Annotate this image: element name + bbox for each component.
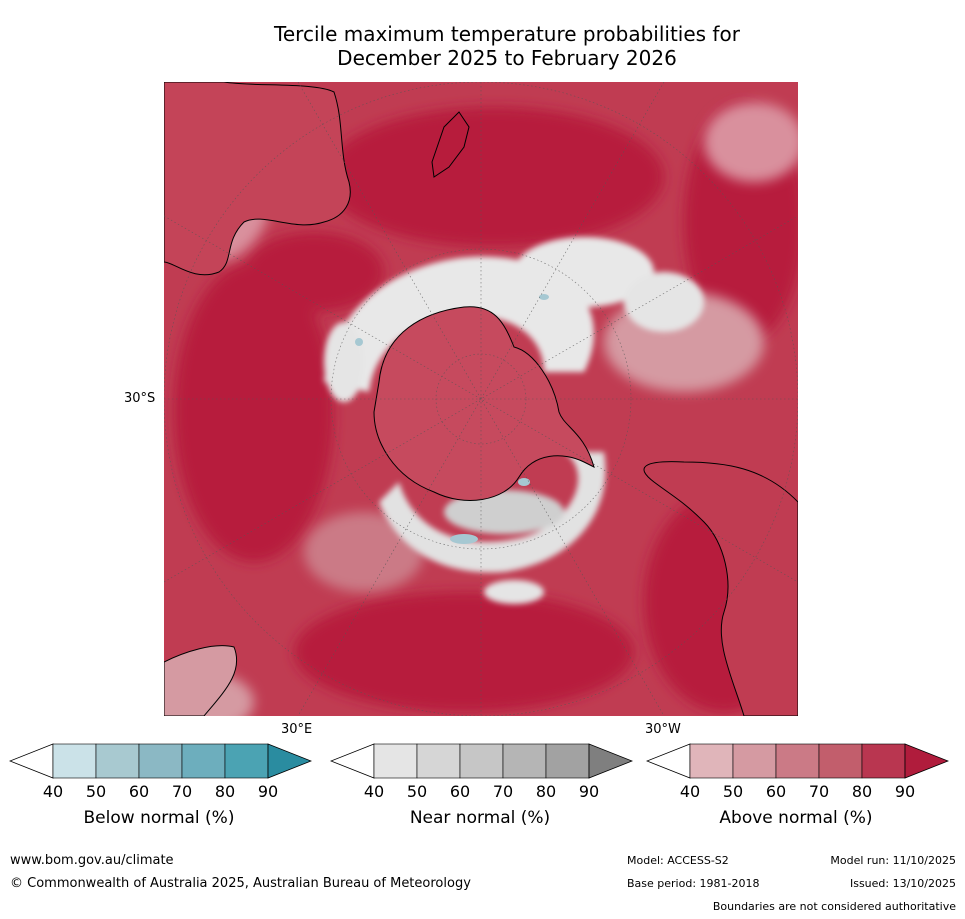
boundaries-disclaimer: Boundaries are not considered authoritat… (712, 900, 956, 913)
colorbar-tick-label: 70 (492, 782, 514, 801)
website-link[interactable]: www.bom.gov.au/climate (10, 853, 174, 868)
title-line-1: Tercile maximum temperature probabilitie… (274, 22, 740, 46)
colorbar-tick-label: 50 (722, 782, 744, 801)
colorbar-tick-label: 90 (894, 782, 916, 801)
colorbar-label-below: Below normal (%) (83, 808, 235, 828)
colorbar-segment (181, 743, 226, 779)
colorbar-tick-label: 80 (851, 782, 873, 801)
colorbar-segment (52, 743, 97, 779)
colorbar-above-normal (646, 743, 949, 779)
map-title: Tercile maximum temperature probabilitie… (160, 22, 854, 70)
colorbar-below-normal (9, 743, 312, 779)
colorbar-high-extend (588, 743, 633, 779)
colorbar-segment (416, 743, 461, 779)
colorbar-segment (545, 743, 590, 779)
copyright-text: © Commonwealth of Australia 2025, Austra… (10, 876, 471, 891)
colorbar-segment (373, 743, 418, 779)
africa (164, 645, 238, 716)
colorbar-low-extend (646, 743, 691, 779)
lon-label-30w: 30°W (645, 722, 681, 737)
issued-date: Issued: 13/10/2025 (849, 877, 956, 890)
title-line-2: December 2025 to February 2026 (337, 46, 677, 70)
colorbar-tick-label: 40 (679, 782, 701, 801)
colorbar-high-extend (904, 743, 949, 779)
colorbar-tick-label: 90 (257, 782, 279, 801)
colorbar-segment (732, 743, 777, 779)
colorbar-segment (689, 743, 734, 779)
graticule (164, 82, 798, 716)
near-normal-ring (324, 237, 704, 604)
colorbar-segment (224, 743, 269, 779)
colorbar-segment (502, 743, 547, 779)
model-name: Model: ACCESS-S2 (627, 854, 729, 867)
colorbar-segment (861, 743, 906, 779)
colorbar-tick-label: 60 (449, 782, 471, 801)
colorbar-segment (775, 743, 820, 779)
colorbar-tick-label: 60 (765, 782, 787, 801)
lat-label-30s: 30°S (124, 391, 156, 406)
colorbar-segment (138, 743, 183, 779)
below-normal-patches (355, 294, 549, 544)
colorbar-tick-label: 50 (85, 782, 107, 801)
colorbar-tick-label: 40 (363, 782, 385, 801)
new-zealand (431, 111, 470, 178)
model-run-date: Model run: 11/10/2025 (830, 854, 956, 867)
colorbar-low-extend (9, 743, 54, 779)
australia (164, 82, 351, 276)
colorbar-segment (95, 743, 140, 779)
colorbar-tick-label: 40 (42, 782, 64, 801)
colorbar-high-extend (267, 743, 312, 779)
lon-label-30e: 30°E (281, 722, 313, 737)
colorbar-segment (459, 743, 504, 779)
colorbar-tick-label: 80 (214, 782, 236, 801)
colorbar-label-near: Near normal (%) (409, 808, 551, 828)
colorbar-tick-label: 90 (578, 782, 600, 801)
antarctica (373, 306, 595, 501)
south-america (643, 461, 798, 716)
colorbar-low-extend (330, 743, 375, 779)
colorbar-tick-label: 80 (535, 782, 557, 801)
colorbar-near-normal (330, 743, 633, 779)
colorbar-segment (818, 743, 863, 779)
base-period: Base period: 1981-2018 (627, 877, 760, 890)
colorbar-tick-label: 60 (128, 782, 150, 801)
colorbar-tick-label: 50 (406, 782, 428, 801)
colorbar-tick-label: 70 (171, 782, 193, 801)
south-polar-map (164, 82, 798, 716)
colorbar-label-above: Above normal (%) (719, 808, 873, 828)
colorbar-tick-label: 70 (808, 782, 830, 801)
